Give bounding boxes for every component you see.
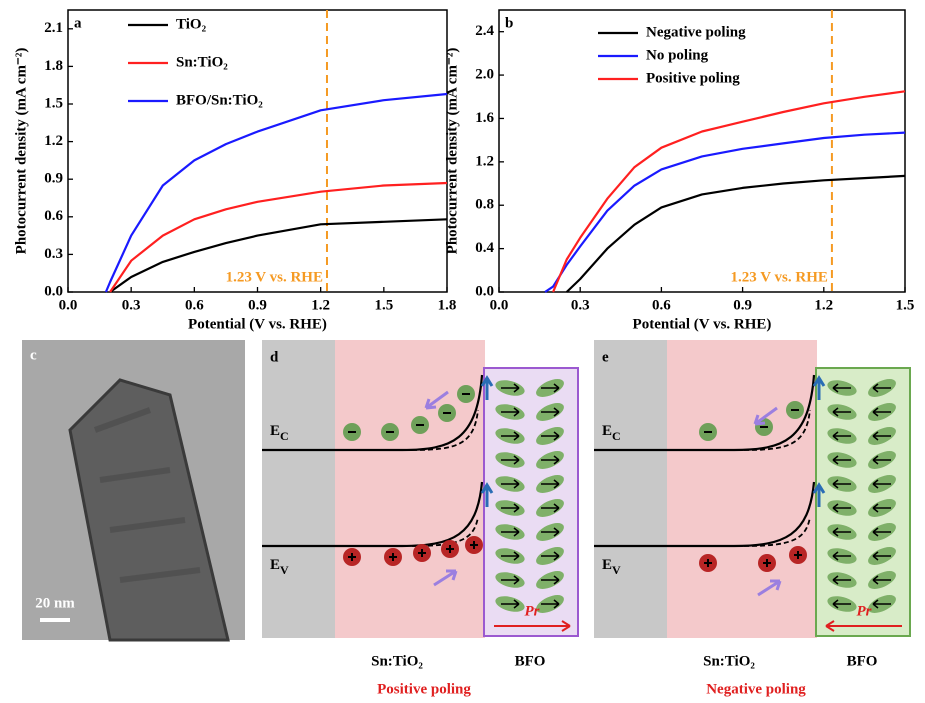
caption: Positive poling [377, 681, 471, 697]
y-tick-label: 0.6 [44, 208, 63, 224]
x-tick-label: 1.8 [438, 297, 457, 313]
x-tick-label: 0.3 [122, 297, 141, 313]
band-label-base: E [602, 423, 612, 439]
band-label-base: E [270, 423, 280, 439]
band-label-sub: V [612, 563, 621, 577]
y-tick-label: 2.4 [475, 23, 494, 39]
x-tick-label: 0.9 [733, 297, 752, 313]
x-tick-label: 1.2 [311, 297, 330, 313]
data-line [553, 91, 905, 292]
annotation: 1.23 V vs. RHE [226, 269, 323, 285]
caption: Negative poling [706, 681, 806, 697]
x-tick-label: 0.0 [490, 297, 509, 313]
figure: 0.0 0.3 0.6 0.9 1.2 1.5 1.8 0.0 0.3 0.6 0.9 1.2 1.5 1… [0, 0, 925, 703]
y-tick-label: 1.5 [44, 95, 63, 111]
layer-label: BFO [847, 653, 878, 669]
scale-bar-label: 20 nm [35, 595, 75, 611]
y-tick-label: 0.8 [475, 197, 494, 213]
x-axis-label: Potential (V vs. RHE) [188, 316, 327, 332]
x-tick-label: 1.5 [896, 297, 915, 313]
legend-label: Sn:TiO₂ [176, 54, 228, 70]
sn-tio2-layer [667, 340, 817, 638]
annotation: 1.23 V vs. RHE [731, 269, 828, 285]
y-tick-label: 0.4 [475, 240, 494, 256]
electrode [262, 340, 335, 638]
y-tick-label: 1.8 [44, 58, 63, 74]
band-label-sub: C [280, 429, 289, 443]
data-line [106, 94, 447, 292]
legend-label: BFO/Sn:TiO₂ [176, 92, 263, 108]
y-tick-label: 2.1 [44, 20, 63, 36]
panel-label: b [505, 15, 513, 31]
legend-label: Negative poling [646, 24, 746, 40]
y-tick-label: 0.0 [475, 283, 494, 299]
y-tick-label: 0.3 [44, 246, 63, 262]
x-tick-label: 1.5 [374, 297, 393, 313]
layer-label: Sn:TiO₂ [371, 653, 423, 669]
x-tick-label: 0.0 [59, 297, 78, 313]
legend-label: No poling [646, 47, 709, 63]
x-tick-label: 0.9 [248, 297, 267, 313]
panel-label: e [602, 349, 609, 365]
x-tick-label: 0.6 [185, 297, 204, 313]
panel-label: d [270, 349, 279, 365]
y-axis-label: Photocurrent density (mA cm⁻²) [13, 48, 29, 255]
band-label-sub: V [280, 563, 289, 577]
layer-label: BFO [515, 653, 546, 669]
y-tick-label: 1.2 [475, 153, 494, 169]
legend-label: TiO₂ [176, 16, 207, 32]
y-tick-label: 0.0 [44, 283, 63, 299]
y-tick-label: 2.0 [475, 67, 494, 83]
polarization-label: Pr [525, 603, 540, 619]
x-axis-label: Potential (V vs. RHE) [633, 316, 772, 332]
x-tick-label: 0.6 [652, 297, 671, 313]
panel-label: c [30, 347, 37, 363]
y-axis-label: Photocurrent density (mA cm⁻²) [444, 48, 460, 255]
legend-label: Positive poling [646, 70, 740, 86]
band-label-base: E [602, 557, 612, 573]
electrode [594, 340, 667, 638]
y-tick-label: 1.6 [475, 110, 494, 126]
sn-tio2-layer [335, 340, 485, 638]
panel-label: a [74, 15, 82, 31]
band-label-base: E [270, 557, 280, 573]
y-tick-label: 1.2 [44, 133, 63, 149]
layer-label: Sn:TiO₂ [703, 653, 755, 669]
band-label-sub: C [612, 429, 621, 443]
x-tick-label: 1.2 [814, 297, 833, 313]
y-tick-label: 0.9 [44, 171, 63, 187]
x-tick-label: 0.3 [571, 297, 590, 313]
polarization-label: Pr [857, 603, 872, 619]
